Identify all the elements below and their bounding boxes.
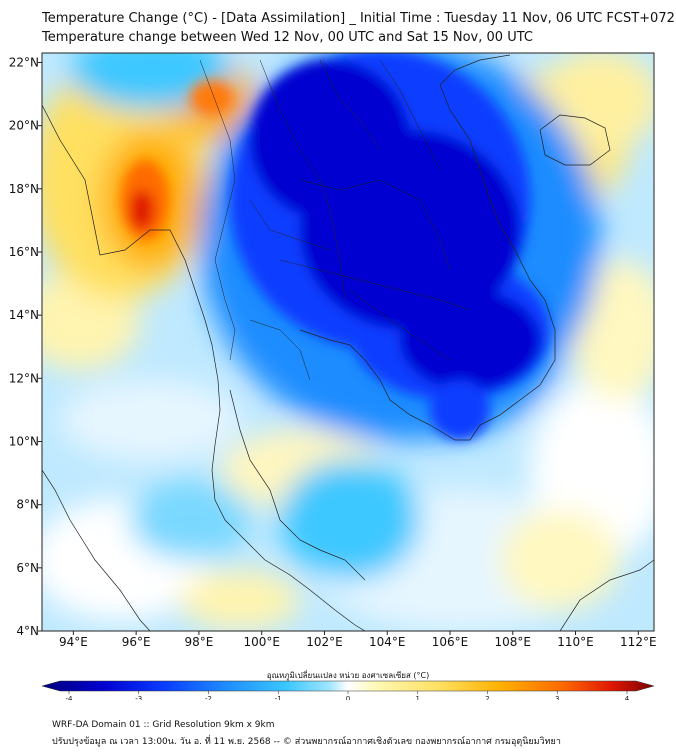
lon-tick-label: 98°E	[184, 635, 213, 649]
footer-update-info: ปรับปรุงข้อมูล ณ เวลา 13:00น. วัน อ. ที่…	[52, 737, 561, 747]
lat-tick-label: 18°N	[9, 182, 39, 196]
colorbar-title: อุณหภูมิเปลี่ยนแปลง หน่วย องศาเซลเซียส (…	[267, 669, 429, 681]
map-frame	[41, 52, 655, 632]
longitude-axis: 94°E 96°E 98°E 100°E 102°E 104°E 106°E 108°E 110…	[59, 631, 657, 649]
lat-tick-label: 16°N	[9, 245, 39, 259]
lat-tick-label: 14°N	[9, 308, 39, 322]
colorbar-tick-label: -3	[135, 695, 142, 700]
colorbar	[41, 680, 655, 692]
colorbar-tick-label: -2	[205, 695, 212, 700]
footer-model-info: WRF-DA Domain 01 :: Grid Resolution 9km …	[52, 720, 275, 730]
colorbar-tick-label: 2	[485, 695, 489, 700]
lon-tick-label: 94°E	[59, 635, 88, 649]
lat-tick-label: 4°N	[16, 624, 39, 638]
map-figure: 94°E 96°E 98°E 100°E 102°E 104°E 106°E 108°E 110…	[9, 52, 657, 703]
map-title: Temperature Change (°C) - [Data Assimila…	[42, 11, 675, 26]
borders	[199, 59, 471, 381]
lon-tick-label: 102°E	[306, 635, 343, 649]
lat-tick-label: 20°N	[9, 119, 39, 133]
colorbar-tick-label: 1	[416, 695, 420, 700]
lon-tick-label: 110°E	[557, 635, 594, 649]
colorbar-tick-label: 3	[555, 695, 559, 700]
colorbar-ticks: -4 -3 -2 -1 0 1 2 3 4	[66, 691, 630, 703]
lon-tick-label: 112°E	[620, 635, 657, 649]
colorbar-tick-label: 0	[346, 695, 350, 700]
lon-tick-label: 108°E	[495, 635, 532, 649]
lon-tick-label: 106°E	[432, 635, 469, 649]
colorbar-tick-label: -4	[66, 695, 74, 700]
lat-tick-label: 12°N	[9, 371, 39, 385]
lat-tick-label: 8°N	[16, 498, 39, 512]
colorbar-tick-label: 4	[625, 695, 630, 700]
lon-tick-label: 104°E	[369, 635, 406, 649]
temperature-field	[42, 53, 654, 631]
map-subtitle: Temperature change between Wed 12 Nov, 0…	[42, 30, 533, 45]
coastlines	[42, 54, 654, 631]
colorbar-tick-label: -1	[275, 695, 282, 700]
lon-tick-label: 100°E	[243, 635, 280, 649]
lon-tick-label: 96°E	[122, 635, 151, 649]
lat-tick-label: 6°N	[16, 561, 39, 575]
map-svg: 94°E 96°E 98°E 100°E 102°E 104°E 106°E 108°E 110…	[9, 52, 657, 703]
latitude-axis: 22°N 20°N 18°N 16°N 14°N 12°N 10°N 8°N 6°N 4°N	[9, 55, 42, 638]
lat-tick-label: 10°N	[9, 434, 39, 448]
lat-tick-label: 22°N	[9, 55, 39, 69]
